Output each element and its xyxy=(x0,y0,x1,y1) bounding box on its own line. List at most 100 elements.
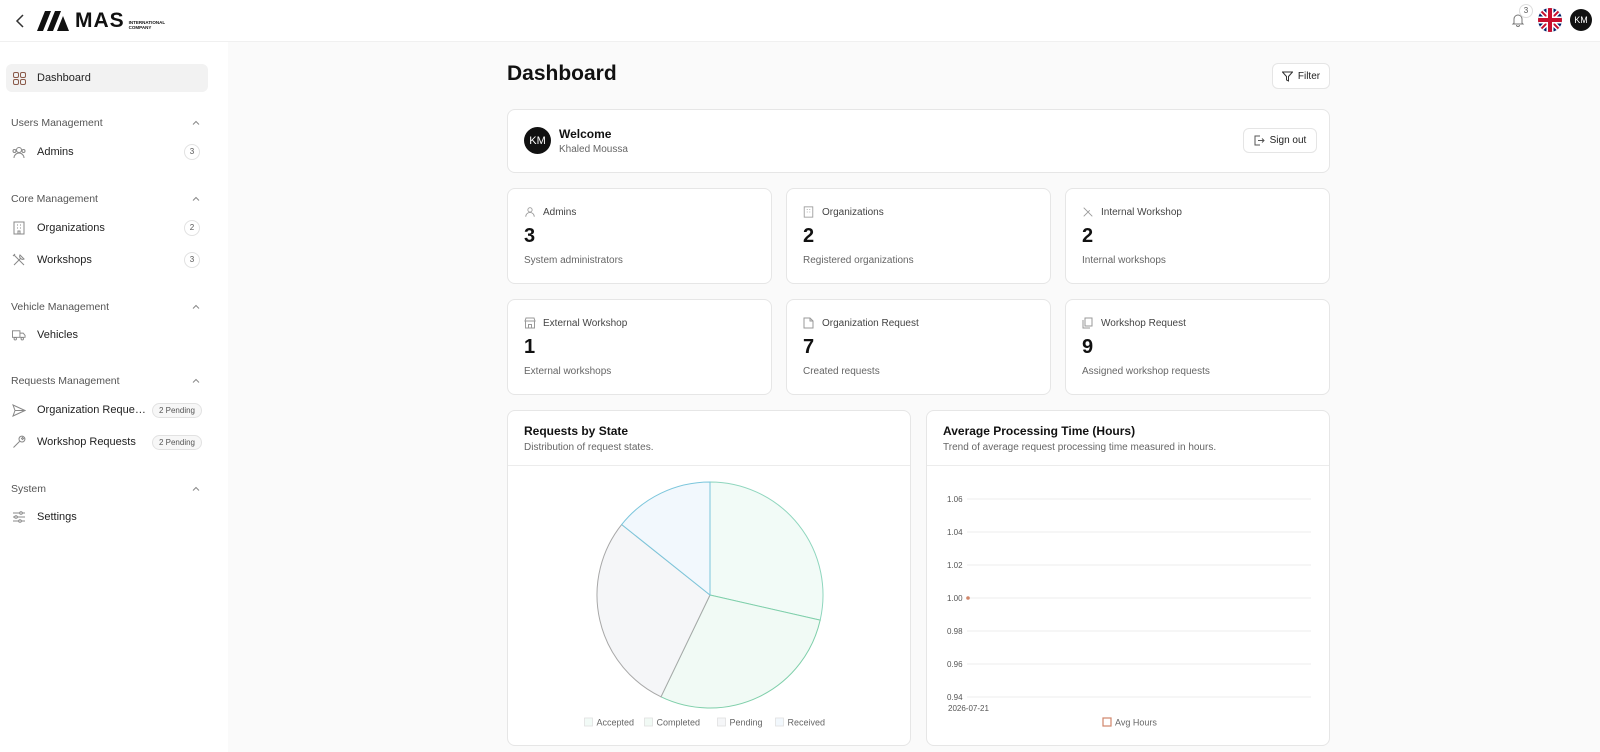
y-tick-label: 0.98 xyxy=(947,627,963,636)
sidebar-item-workshops[interactable]: Workshops 3 xyxy=(6,246,208,274)
sidebar-item-organization-requests[interactable]: Organization Reques... 2 Pending xyxy=(6,396,208,424)
copy-icon xyxy=(1082,317,1094,329)
legend-swatch xyxy=(1102,717,1112,727)
stat-card-admins: Admins 3 System administrators xyxy=(507,188,772,284)
section-title: Users Management xyxy=(11,117,103,129)
sign-out-icon xyxy=(1254,135,1265,146)
stat-value: 1 xyxy=(524,336,536,358)
stat-label: Organizations xyxy=(822,206,884,218)
chart-title: Requests by State xyxy=(524,424,629,438)
welcome-user-name: Khaled Moussa xyxy=(559,144,628,155)
stat-label: Workshop Request xyxy=(1101,317,1186,329)
chevron-up-icon xyxy=(192,196,200,201)
section-core-management[interactable]: Core Management xyxy=(11,191,201,207)
legend-label: Pending xyxy=(730,718,763,728)
user-avatar[interactable]: KM xyxy=(1570,9,1592,31)
sign-out-button[interactable]: Sign out xyxy=(1243,128,1317,153)
sidebar-item-label: Settings xyxy=(37,511,77,523)
sidebar-item-organizations[interactable]: Organizations 2 xyxy=(6,214,208,242)
data-point[interactable] xyxy=(966,596,970,600)
chart-subtitle: Distribution of request states. xyxy=(524,442,654,453)
requests-by-state-card: Requests by State Distribution of reques… xyxy=(507,410,911,746)
stat-label: External Workshop xyxy=(543,317,628,329)
users-icon xyxy=(12,145,26,159)
back-arrow-icon[interactable] xyxy=(12,12,30,30)
pie-slice-accepted[interactable] xyxy=(709,481,824,621)
stat-description: External workshops xyxy=(524,366,612,377)
y-tick-label: 0.96 xyxy=(947,660,963,669)
chevron-up-icon xyxy=(192,304,200,309)
send-icon xyxy=(12,403,26,417)
page-title: Dashboard xyxy=(507,62,617,85)
tools-icon xyxy=(1082,206,1094,218)
count-badge: 3 xyxy=(184,252,200,268)
sidebar-item-label: Workshops xyxy=(37,254,92,266)
y-tick-label: 1.06 xyxy=(947,495,963,504)
notification-count-badge: 3 xyxy=(1519,4,1533,18)
logo-text: MAS xyxy=(75,9,125,32)
notifications-button[interactable]: 3 xyxy=(1506,4,1533,32)
avg-processing-time-card: Average Processing Time (Hours) Trend of… xyxy=(926,410,1330,746)
avatar: KM xyxy=(524,127,551,154)
sidebar-item-vehicles[interactable]: Vehicles xyxy=(6,321,208,349)
stat-card-workshop-request: Workshop Request 9 Assigned workshop req… xyxy=(1065,299,1330,395)
pending-badge: 2 Pending xyxy=(151,434,202,450)
section-requests-management[interactable]: Requests Management xyxy=(11,373,201,389)
pie-chart: Accepted Completed Pending Received xyxy=(584,481,825,728)
building-icon xyxy=(803,206,815,218)
stat-label: Internal Workshop xyxy=(1101,206,1182,218)
sidebar-item-label: Organizations xyxy=(37,222,105,234)
stat-label: Admins xyxy=(543,206,577,218)
stat-card-organizations: Organizations 2 Registered organizations xyxy=(786,188,1051,284)
filter-button[interactable]: Filter xyxy=(1272,63,1330,89)
stat-card-external-workshop: External Workshop 1 External workshops xyxy=(507,299,772,395)
x-tick-label: 2026-07-21 xyxy=(948,704,989,713)
section-title: System xyxy=(11,483,47,495)
y-tick-label: 1.02 xyxy=(947,561,963,570)
count-badge: 3 xyxy=(184,144,200,160)
sidebar-item-workshop-requests[interactable]: Workshop Requests 2 Pending xyxy=(6,428,208,456)
store-icon xyxy=(524,317,536,329)
stat-description: System administrators xyxy=(524,255,623,266)
sidebar-item-label: Workshop Requests xyxy=(37,436,136,448)
legend-swatch xyxy=(717,717,726,727)
chart-title: Average Processing Time (Hours) xyxy=(943,424,1136,438)
sidebar-item-settings[interactable]: Settings xyxy=(6,503,208,531)
logo: MAS INTERNATIONAL COMPANY xyxy=(37,9,169,32)
building-icon xyxy=(12,221,26,235)
logo-mark-icon xyxy=(37,11,69,31)
section-system[interactable]: System xyxy=(11,481,201,497)
wrench-icon xyxy=(12,435,26,449)
stat-card-internal-workshop: Internal Workshop 2 Internal workshops xyxy=(1065,188,1330,284)
sidebar: Dashboard Users Management Admins 3 Core… xyxy=(0,42,228,752)
sidebar-item-label: Dashboard xyxy=(37,72,91,84)
stat-value: 9 xyxy=(1082,336,1094,358)
stat-card-organization-request: Organization Request 7 Created requests xyxy=(786,299,1051,395)
sidebar-item-admins[interactable]: Admins 3 xyxy=(6,138,208,166)
chevron-up-icon xyxy=(192,120,200,125)
filter-icon xyxy=(1281,71,1293,82)
file-icon xyxy=(803,317,815,329)
stat-value: 3 xyxy=(524,225,536,247)
pie-slice-pending[interactable] xyxy=(596,523,711,698)
pie-slice-completed[interactable] xyxy=(660,594,821,709)
chart-subtitle: Trend of average request processing time… xyxy=(943,442,1217,453)
section-vehicle-management[interactable]: Vehicle Management xyxy=(11,299,201,315)
logo-subtext: INTERNATIONAL COMPANY xyxy=(128,20,166,30)
top-bar: MAS INTERNATIONAL COMPANY 3 KM xyxy=(0,0,1600,42)
y-tick-label: 1.00 xyxy=(947,594,963,603)
section-users-management[interactable]: Users Management xyxy=(11,115,201,131)
welcome-title: Welcome xyxy=(559,127,612,141)
sidebar-item-dashboard[interactable]: Dashboard xyxy=(6,64,208,92)
stat-value: 2 xyxy=(803,225,815,247)
stat-value: 2 xyxy=(1082,225,1094,247)
legend-label: Accepted xyxy=(597,718,635,728)
legend-label: Avg Hours xyxy=(1115,718,1157,728)
pie-slice-received[interactable] xyxy=(620,481,711,597)
legend-swatch xyxy=(775,717,784,727)
chevron-up-icon xyxy=(192,486,200,491)
language-uk-flag-icon[interactable] xyxy=(1538,8,1562,32)
stat-label: Organization Request xyxy=(822,317,919,329)
legend-swatch xyxy=(644,717,653,727)
legend-swatch xyxy=(584,717,593,727)
